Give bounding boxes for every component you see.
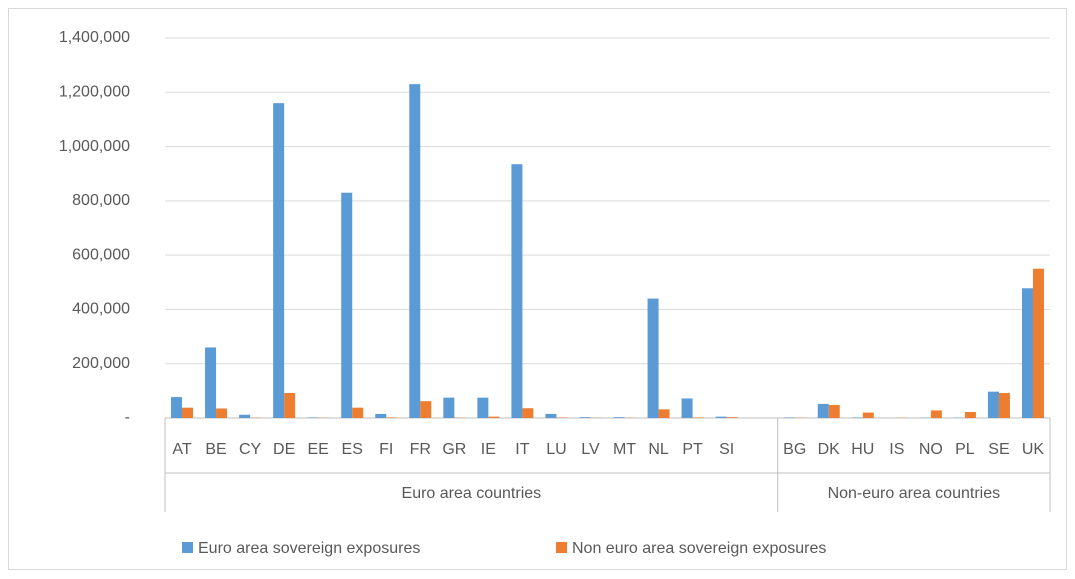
x-tick-label: SE xyxy=(988,441,1009,458)
y-tick-label: 600,000 xyxy=(72,246,130,263)
group-label: Euro area countries xyxy=(402,485,542,502)
x-tick-label: PL xyxy=(955,441,975,458)
y-tick-label: 200,000 xyxy=(72,355,130,372)
bar xyxy=(284,393,296,418)
bar xyxy=(658,409,670,418)
x-tick-label: SI xyxy=(719,441,734,458)
bar xyxy=(307,417,319,418)
bar xyxy=(681,398,693,418)
chart-frame xyxy=(8,8,1067,570)
x-tick-label: NL xyxy=(648,441,669,458)
y-tick-label: 800,000 xyxy=(72,192,130,209)
bar xyxy=(182,407,194,418)
x-tick-label: NO xyxy=(919,441,943,458)
bar xyxy=(828,404,840,418)
y-tick-label: 1,000,000 xyxy=(59,138,130,155)
bar xyxy=(522,408,534,418)
bar xyxy=(715,416,727,418)
bar xyxy=(692,417,704,418)
x-tick-label: PT xyxy=(682,441,703,458)
bar xyxy=(386,417,398,418)
x-tick-label: LV xyxy=(581,441,600,458)
x-tick-label: LU xyxy=(546,441,566,458)
bar xyxy=(851,417,863,418)
bar xyxy=(477,397,489,418)
bar xyxy=(1032,268,1044,418)
bar xyxy=(647,298,659,418)
bar xyxy=(341,192,353,418)
group-label: Non-euro area countries xyxy=(828,485,1001,502)
bar xyxy=(1021,288,1033,418)
x-tick-label: ES xyxy=(342,441,363,458)
bar xyxy=(443,397,455,418)
legend-swatch xyxy=(182,542,193,553)
x-tick-label: CY xyxy=(239,441,262,458)
bar xyxy=(205,347,217,418)
x-tick-label: UK xyxy=(1022,441,1045,458)
bar xyxy=(556,417,568,418)
bar xyxy=(613,417,625,418)
bar xyxy=(862,412,874,418)
x-tick-label: EE xyxy=(308,441,329,458)
bar xyxy=(273,103,285,419)
bar xyxy=(375,413,387,418)
x-tick-label: FR xyxy=(410,441,431,458)
y-tick-label: 400,000 xyxy=(72,301,130,318)
bar xyxy=(171,397,183,418)
x-tick-label: MT xyxy=(613,441,636,458)
y-tick-label: - xyxy=(125,409,130,426)
x-tick-label: IT xyxy=(515,441,529,458)
x-tick-label: FI xyxy=(379,441,393,458)
x-tick-label: DK xyxy=(818,441,841,458)
bar xyxy=(964,412,976,418)
x-tick-label: IS xyxy=(889,441,904,458)
y-tick-label: 1,200,000 xyxy=(59,84,130,101)
bar xyxy=(409,84,421,419)
bar xyxy=(817,403,829,418)
x-tick-label: DE xyxy=(273,441,295,458)
bar xyxy=(352,407,364,418)
bar xyxy=(488,416,500,418)
bar xyxy=(420,401,432,418)
x-tick-label: IE xyxy=(481,441,496,458)
bar xyxy=(579,417,591,418)
x-tick-label: AT xyxy=(172,441,191,458)
bar xyxy=(998,393,1010,418)
legend-label: Euro area sovereign exposures xyxy=(198,540,420,557)
bar xyxy=(545,413,557,418)
bar xyxy=(783,417,795,418)
bar xyxy=(726,417,738,418)
x-tick-label: GR xyxy=(442,441,466,458)
x-tick-label: BG xyxy=(783,441,806,458)
legend-swatch xyxy=(556,542,567,553)
bar xyxy=(216,408,228,418)
x-tick-label: HU xyxy=(851,441,874,458)
bar xyxy=(511,164,523,418)
bar xyxy=(930,410,942,418)
legend-label: Non euro area sovereign exposures xyxy=(572,540,826,557)
x-tick-label: BE xyxy=(205,441,226,458)
bar xyxy=(239,414,251,418)
y-tick-label: 1,400,000 xyxy=(59,29,130,46)
bar xyxy=(987,391,999,418)
